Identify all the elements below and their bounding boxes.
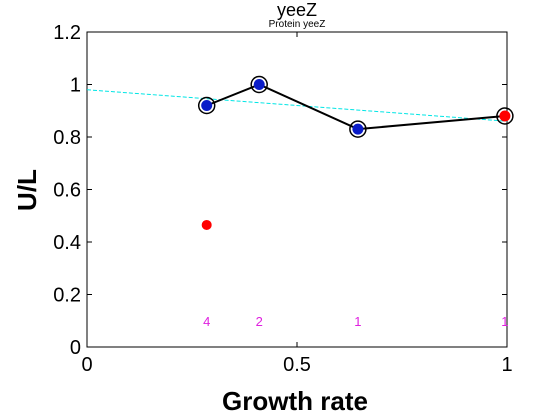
series-line [206, 83, 505, 131]
chart-subtitle: Protein yeeZ [269, 19, 326, 30]
x-tick-label: 1 [501, 354, 512, 376]
data-point-ring [496, 107, 514, 125]
y-tick-label: 1.2 [53, 22, 81, 44]
data-point-ring [250, 75, 268, 94]
count-annotation: 1 [354, 314, 361, 329]
chart-title: yeeZ [277, 0, 317, 20]
count-annotation: 4 [203, 314, 210, 329]
y-axis-label: U/L [12, 169, 42, 211]
red-data-point [201, 219, 212, 230]
data-point [352, 123, 364, 135]
data-point-ring [197, 96, 216, 115]
data-point [253, 79, 265, 90]
y-tick-label: 0.6 [53, 180, 81, 202]
y-tick-label: 0 [70, 337, 81, 359]
x-tick-label: 0.5 [283, 354, 311, 376]
x-tick-label: 0 [81, 354, 92, 376]
data-point [201, 100, 213, 111]
data-point [499, 110, 511, 122]
y-tick-label: 1 [70, 75, 81, 97]
fit-line [86, 89, 508, 122]
plot-frame [86, 31, 508, 348]
y-tick-label: 0.4 [53, 232, 81, 254]
y-tick-label: 0.8 [53, 127, 81, 149]
x-axis-label: Growth rate [222, 386, 368, 416]
y-tick-label: 0.2 [53, 285, 81, 307]
count-annotation: 1 [501, 314, 508, 329]
count-annotation: 2 [256, 314, 263, 329]
data-point-ring [349, 120, 367, 138]
